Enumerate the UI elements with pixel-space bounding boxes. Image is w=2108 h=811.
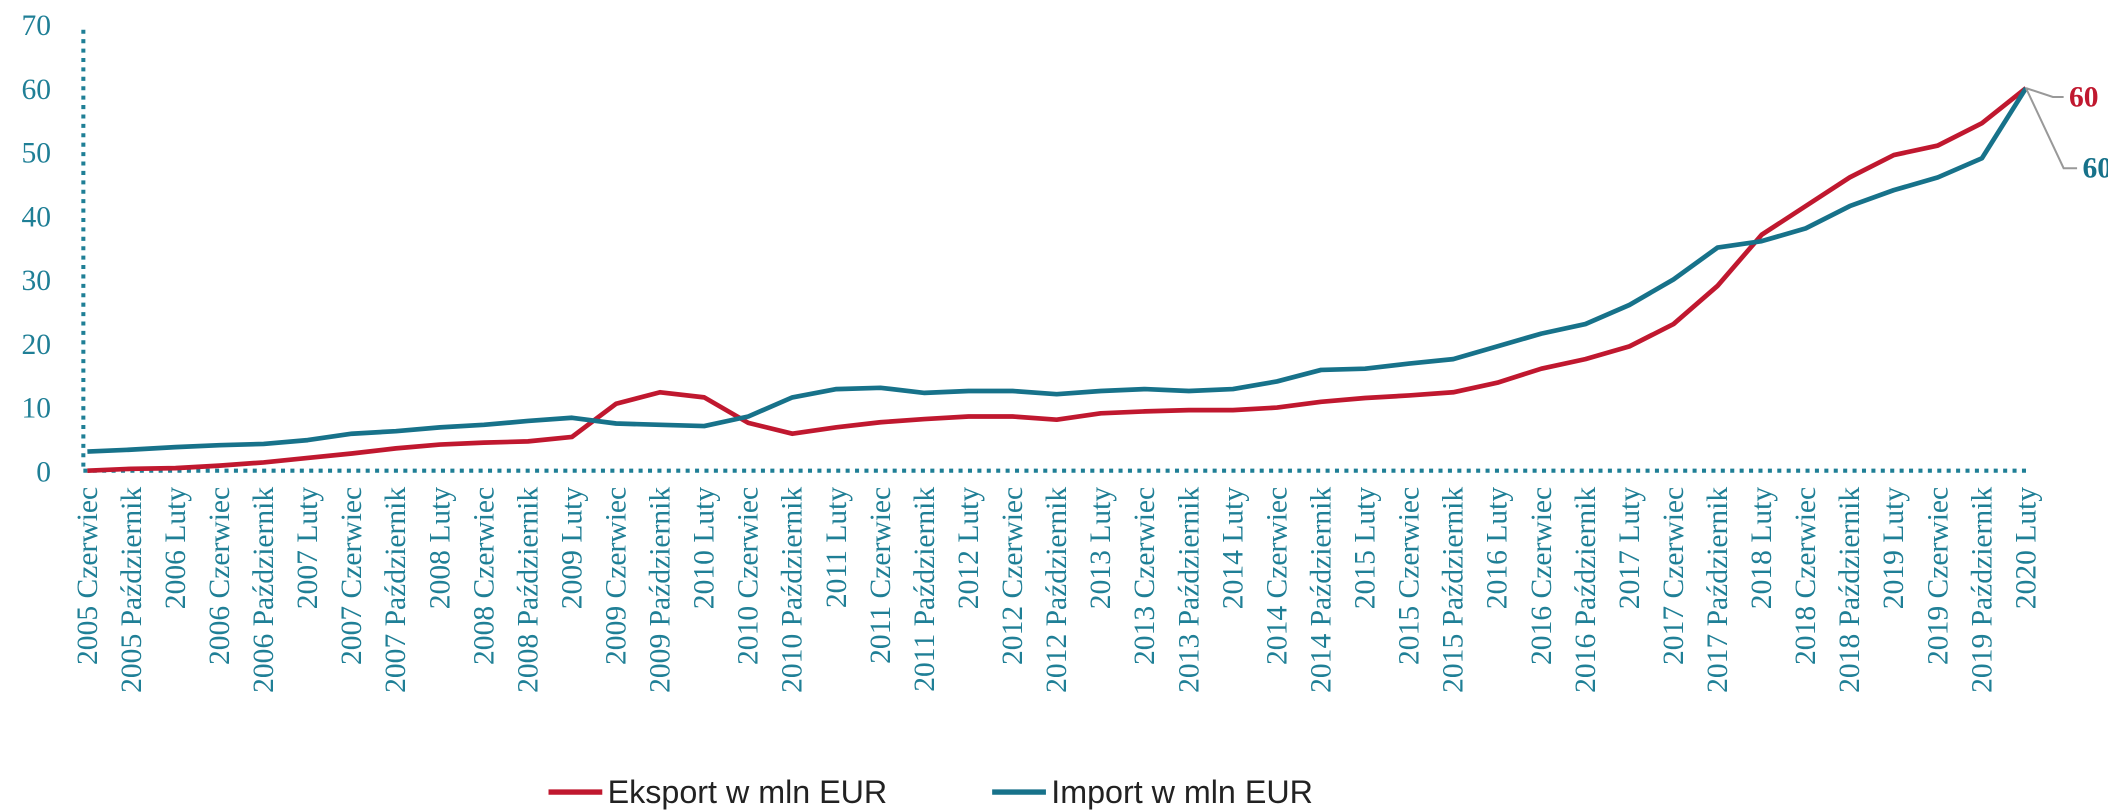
y-tick-label: 70 xyxy=(22,10,52,42)
x-tick-label: 2006 Październik xyxy=(248,487,280,693)
x-tick-label: 2014 Czerwiec xyxy=(1261,487,1293,665)
x-tick-label: 2017 Czerwiec xyxy=(1658,487,1690,665)
x-tick-label: 2012 Luty xyxy=(953,487,985,610)
leader-line xyxy=(2025,87,2078,170)
x-tick-label: 2016 Luty xyxy=(1482,487,1514,610)
x-tick-label: 2013 Czerwiec xyxy=(1129,487,1161,665)
x-tick-label: 2012 Październik xyxy=(1041,487,1073,693)
line-series xyxy=(87,86,2028,454)
x-tick-label: 2006 Luty xyxy=(160,487,192,610)
x-tick-label: 2015 Luty xyxy=(1350,487,1382,610)
x-tick-label: 2007 Czerwiec xyxy=(336,487,368,665)
y-tick-label: 30 xyxy=(22,265,52,297)
x-tick-label: 2020 Luty xyxy=(2010,487,2042,610)
x-tick-label: 2017 Luty xyxy=(1614,487,1646,610)
x-tick-label: 2008 Październik xyxy=(512,487,544,693)
x-tick-label: 2019 Luty xyxy=(1878,487,1910,610)
x-tick-label: 2005 Czerwiec xyxy=(72,487,104,665)
x-tick-label: 2019 Październik xyxy=(1966,487,1998,693)
y-tick-label: 10 xyxy=(22,393,52,425)
y-tick-label: 50 xyxy=(22,138,52,170)
leader-line xyxy=(2025,87,2064,98)
x-tick-label: 2013 Październik xyxy=(1173,487,1205,693)
x-tick-label: 2015 Październik xyxy=(1438,487,1470,693)
legend-label: Import w mln EUR xyxy=(1051,774,1313,810)
x-tick-label: 2019 Czerwiec xyxy=(1922,487,1954,665)
y-tick-label: 40 xyxy=(22,201,52,233)
x-tick-label: 2013 Luty xyxy=(1085,487,1117,610)
x-tick-label: 2011 Luty xyxy=(821,487,853,608)
x-tick-label: 2018 Luty xyxy=(1746,487,1778,610)
y-tick-label: 0 xyxy=(36,456,51,488)
x-tick-label: 2014 Październik xyxy=(1305,487,1337,693)
y-tick-label: 20 xyxy=(22,329,52,361)
x-tick-label: 2010 Luty xyxy=(689,487,721,610)
data-label: 60 xyxy=(2069,81,2099,113)
x-tick-label: 2010 Październik xyxy=(777,487,809,693)
x-tick-label: 2009 Czerwiec xyxy=(601,487,633,665)
legend-label: Eksport w mln EUR xyxy=(608,774,888,810)
x-tick-label: 2015 Czerwiec xyxy=(1394,487,1426,665)
x-tick-label: 2011 Czerwiec xyxy=(865,487,897,664)
x-tick-label: 2016 Październik xyxy=(1570,487,1602,693)
x-tick-label: 2017 Październik xyxy=(1702,487,1734,693)
x-tick-label: 2012 Czerwiec xyxy=(997,487,1029,665)
line-series xyxy=(87,86,2028,474)
x-tick-label: 2018 Czerwiec xyxy=(1790,487,1822,665)
data-label: 60 xyxy=(2082,153,2108,185)
x-tick-label: 2008 Czerwiec xyxy=(468,487,500,665)
x-tick-label: 2005 Październik xyxy=(116,487,148,693)
x-tick-label: 2009 Luty xyxy=(556,487,588,610)
x-tick-label: 2018 Październik xyxy=(1834,487,1866,693)
x-tick-label: 2010 Czerwiec xyxy=(733,487,765,665)
x-tick-label: 2007 Październik xyxy=(380,487,412,693)
x-tick-label: 2009 Październik xyxy=(645,487,677,693)
x-tick-label: 2014 Luty xyxy=(1217,487,1249,610)
x-tick-label: 2007 Luty xyxy=(292,487,324,610)
x-tick-label: 2006 Czerwiec xyxy=(204,487,236,665)
x-tick-label: 2008 Luty xyxy=(424,487,456,610)
y-tick-label: 60 xyxy=(22,74,52,106)
x-tick-label: 2016 Czerwiec xyxy=(1526,487,1558,665)
x-tick-label: 2011 Październik xyxy=(909,487,941,692)
